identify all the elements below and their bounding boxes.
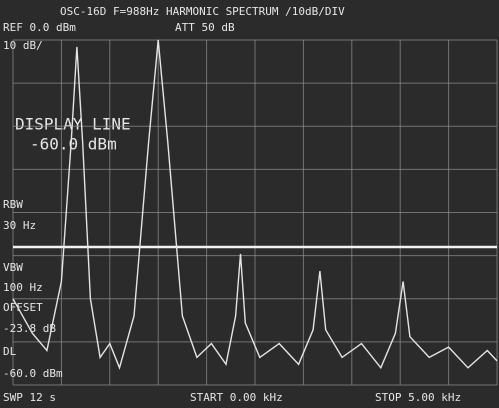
analyzer-screen: OSC-16D F=988Hz HARMONIC SPECTRUM /10dB/… xyxy=(0,0,499,408)
setting-label: 30 Hz xyxy=(3,219,36,232)
setting-label: RBW xyxy=(3,198,23,211)
page: {"chart_data": { "type": "line", "title"… xyxy=(0,0,499,408)
sweep-label: SWP 12 s xyxy=(3,391,56,404)
stop-label: STOP 5.00 kHz xyxy=(375,391,461,404)
setting-label: DL xyxy=(3,345,17,358)
chart-title: OSC-16D F=988Hz HARMONIC SPECTRUM /10dB/… xyxy=(60,5,345,18)
start-label: START 0.00 kHz xyxy=(190,391,283,404)
screen-background xyxy=(0,0,499,408)
display-line-value: -60.0 dBm xyxy=(30,135,117,154)
setting-label: OFFSET xyxy=(3,301,43,314)
setting-label: VBW xyxy=(3,261,23,274)
attenuation: ATT 50 dB xyxy=(175,21,235,34)
setting-label: -60.0 dBm xyxy=(3,367,63,380)
scale-label: 10 dB/ xyxy=(3,39,43,52)
reference-level: REF 0.0 dBm xyxy=(3,21,76,34)
setting-label: 100 Hz xyxy=(3,281,43,294)
